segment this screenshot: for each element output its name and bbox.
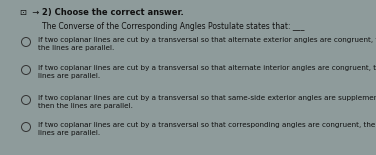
Text: The Converse of the Corresponding Angles Postulate states that: ___: The Converse of the Corresponding Angles…	[42, 22, 305, 31]
Text: ⊡  →: ⊡ →	[20, 8, 39, 17]
Text: If two coplanar lines are cut by a transversal so that corresponding angles are : If two coplanar lines are cut by a trans…	[38, 122, 376, 136]
Bar	[0, 0, 18, 155]
Text: If two coplanar lines are cut by a transversal so that alternate interior angles: If two coplanar lines are cut by a trans…	[38, 65, 376, 79]
Text: If two coplanar lines are cut by a transversal so that same-side exterior angles: If two coplanar lines are cut by a trans…	[38, 95, 376, 109]
Bar	[360, 0, 376, 155]
Text: If two coplanar lines are cut by a transversal so that alternate exterior angles: If two coplanar lines are cut by a trans…	[38, 37, 376, 51]
Text: 2) Choose the correct answer.: 2) Choose the correct answer.	[42, 8, 184, 17]
